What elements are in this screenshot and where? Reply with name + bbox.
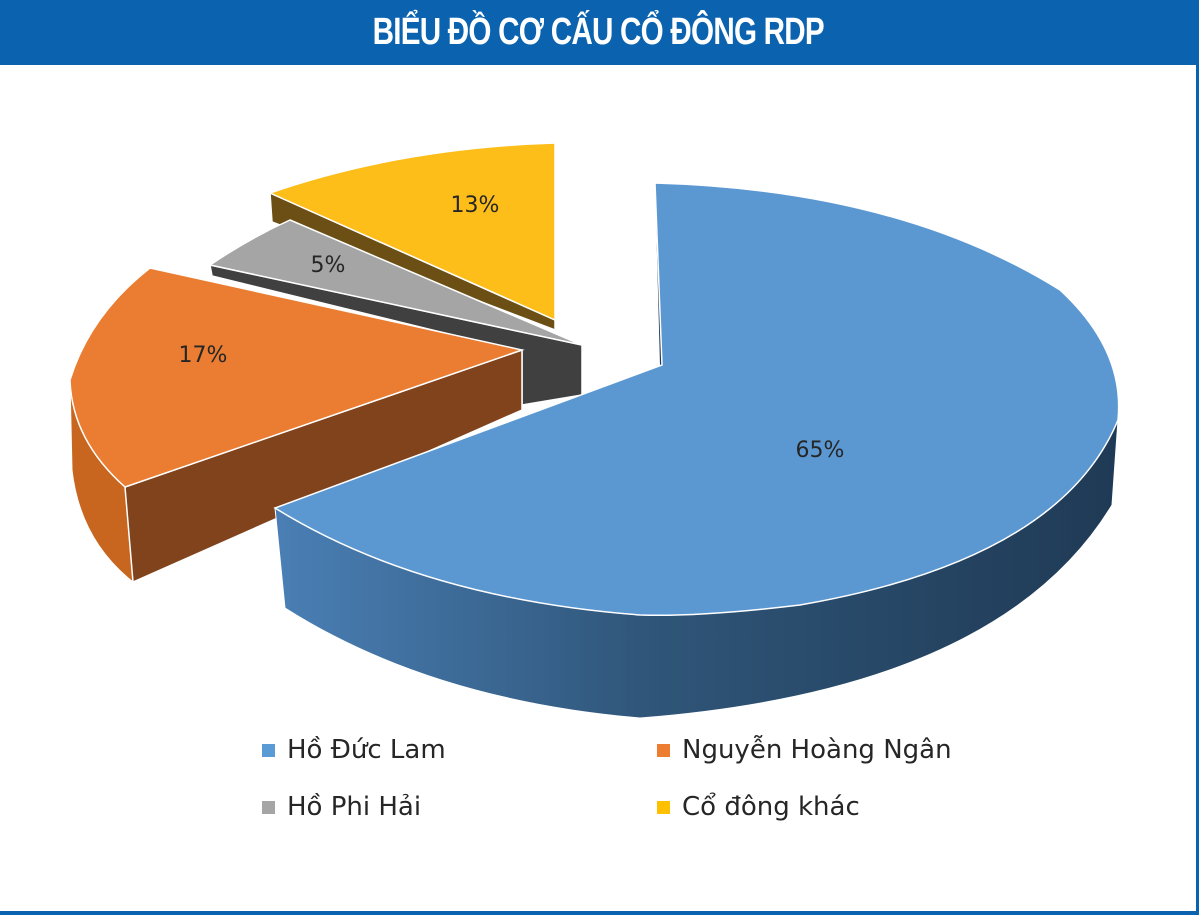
legend-label: Hồ Đức Lam <box>287 735 446 765</box>
legend-label: Nguyễn Hoàng Ngân <box>682 735 952 765</box>
legend-label: Cổ đông khác <box>682 792 860 822</box>
slice-label-5: 5% <box>311 253 346 278</box>
legend-label: Hồ Phi Hải <box>287 792 422 822</box>
legend-item-nguyen-hoang-ngan[interactable]: Nguyễn Hoàng Ngân <box>657 735 952 765</box>
slice-ho-duc-lam[interactable]: 65% <box>273 182 1120 719</box>
slice-label-13: 13% <box>451 193 500 218</box>
title-bar: BIỂU ĐỒ CƠ CẤU CỔ ĐÔNG RDP <box>0 0 1197 65</box>
legend-swatch-orange-icon <box>657 743 670 757</box>
legend-item-ho-phi-hai[interactable]: Hồ Phi Hải <box>262 792 421 822</box>
legend-swatch-blue-icon <box>262 743 275 757</box>
slice-label-65: 65% <box>796 438 845 463</box>
chart-title: BIỂU ĐỒ CƠ CẤU CỔ ĐÔNG RDP <box>372 11 825 53</box>
legend-swatch-grey-icon <box>262 800 275 814</box>
slice-ho-phi-hai[interactable]: 5% <box>208 219 583 406</box>
legend-item-co-dong-khac[interactable]: Cổ đông khác <box>657 792 860 822</box>
slice-label-17: 17% <box>179 343 228 368</box>
legend-swatch-yellow-icon <box>657 800 670 814</box>
slice-nguyen-hoang-ngan[interactable]: 17% <box>69 267 525 584</box>
legend-item-ho-duc-lam[interactable]: Hồ Đức Lam <box>262 735 446 765</box>
slice-co-dong-khac[interactable]: 13% <box>267 142 556 332</box>
